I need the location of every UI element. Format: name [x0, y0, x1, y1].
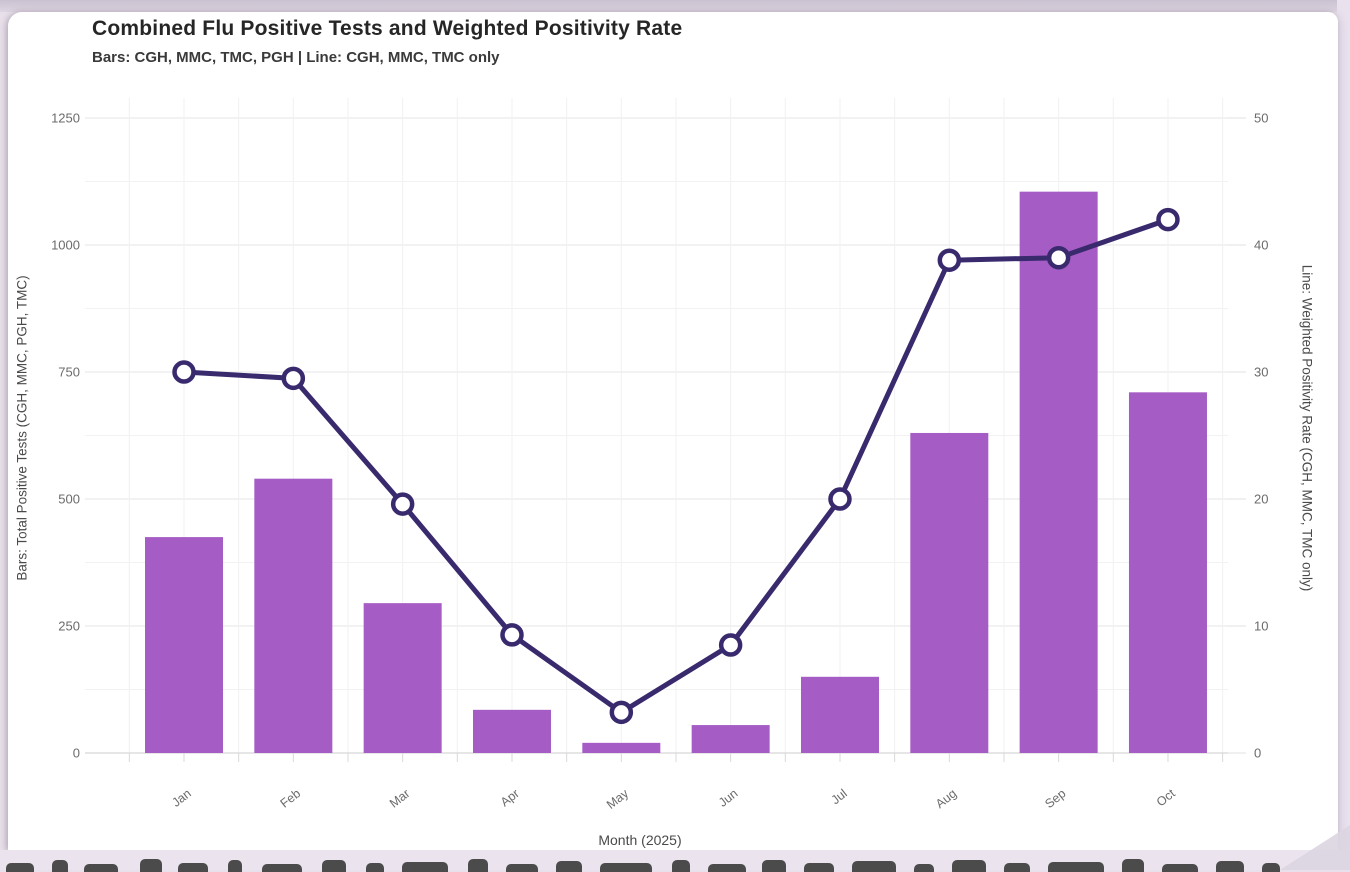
- bar-jul: [800, 676, 879, 753]
- cropped-glyph-mark: [1048, 862, 1104, 872]
- cropped-glyph-mark: [762, 860, 786, 872]
- line-marker-jun: [718, 633, 743, 657]
- x-tick-label-jul: Jul: [829, 786, 850, 807]
- x-tick-label-oct: Oct: [1154, 786, 1178, 809]
- cropped-glyph-mark: [708, 864, 746, 872]
- page-corner-fold: [1280, 825, 1350, 870]
- x-tick-label-aug: Aug: [933, 786, 959, 811]
- bar-jun: [691, 725, 770, 753]
- bar-sep: [1019, 191, 1098, 753]
- cropped-glyph-mark: [84, 864, 118, 872]
- x-tick-label-jun: Jun: [716, 786, 741, 809]
- cropped-glyph-mark: [1262, 863, 1280, 872]
- line-marker-apr: [500, 623, 524, 647]
- cropped-glyph-mark: [140, 859, 162, 872]
- cropped-glyph-mark: [52, 860, 68, 872]
- cropped-glyph-mark: [1216, 861, 1244, 872]
- line-marker-may: [609, 700, 634, 725]
- cropped-glyph-mark: [262, 864, 302, 872]
- chart-card: [8, 12, 1338, 850]
- y-tick-left-250: 250: [58, 619, 80, 634]
- line-marker-mar: [390, 492, 415, 516]
- bar-mar: [363, 603, 442, 753]
- cropped-glyph-mark: [852, 861, 896, 872]
- y-tick-left-1250: 1250: [51, 111, 80, 126]
- y-tick-right-50: 50: [1254, 111, 1268, 126]
- cropped-glyph-mark: [228, 860, 242, 872]
- x-tick-label-jan: Jan: [169, 786, 194, 809]
- line-marker-aug: [937, 248, 962, 272]
- x-tick-label-may: May: [604, 786, 632, 812]
- cropped-glyph-mark: [914, 864, 934, 872]
- cropped-glyph-mark: [322, 860, 346, 872]
- bar-may: [582, 742, 661, 753]
- y-tick-right-40: 40: [1254, 238, 1268, 253]
- cropped-glyph-mark: [952, 860, 986, 872]
- cropped-glyph-mark: [1162, 864, 1198, 872]
- x-tick-label-apr: Apr: [498, 786, 522, 809]
- x-axis-title: Month (2025): [598, 832, 682, 848]
- chart-subtitle: Bars: CGH, MMC, TMC, PGH | Line: CGH, MM…: [92, 49, 500, 66]
- chart-title: Combined Flu Positive Tests and Weighted…: [92, 17, 683, 40]
- bar-jan: [145, 537, 223, 753]
- cropped-glyph-mark: [468, 859, 488, 872]
- x-tick-label-sep: Sep: [1042, 786, 1068, 811]
- page-right-margin: [1337, 0, 1350, 870]
- line-marker-sep: [1046, 245, 1071, 270]
- cropped-glyph-mark: [600, 863, 652, 872]
- line-marker-jan: [172, 360, 196, 384]
- bar-oct: [1128, 392, 1207, 753]
- positivity-rate-line: [181, 217, 1171, 715]
- cropped-glyph-mark: [556, 861, 582, 872]
- y-tick-left-0: 0: [73, 746, 80, 761]
- y-tick-right-20: 20: [1254, 492, 1268, 507]
- cropped-glyph-mark: [6, 863, 34, 872]
- cropped-text-fragment: [0, 855, 1350, 872]
- page-top-margin: [0, 0, 1350, 12]
- y-tick-right-10: 10: [1254, 619, 1268, 634]
- x-tick-label-mar: Mar: [387, 786, 413, 810]
- y-tick-left-750: 750: [58, 365, 80, 380]
- cropped-glyph-mark: [178, 863, 208, 872]
- cropped-glyph-mark: [402, 862, 448, 872]
- bar-aug: [910, 432, 989, 753]
- line-marker-oct: [1156, 207, 1180, 232]
- x-tick-label-feb: Feb: [278, 786, 304, 810]
- line-marker-jul: [828, 487, 852, 511]
- cropped-glyph-mark: [506, 864, 538, 872]
- cropped-glyph-mark: [804, 863, 834, 872]
- line-marker-feb: [281, 366, 306, 391]
- y-tick-left-500: 500: [58, 492, 80, 507]
- cropped-glyph-mark: [1122, 859, 1144, 872]
- cropped-glyph-mark: [672, 860, 690, 872]
- cropped-glyph-mark: [1004, 863, 1030, 872]
- y-tick-left-1000: 1000: [51, 238, 80, 253]
- y-tick-right-30: 30: [1254, 365, 1268, 380]
- bar-apr: [472, 709, 551, 753]
- bar-feb: [254, 478, 333, 753]
- y-tick-right-0: 0: [1254, 746, 1261, 761]
- cropped-glyph-mark: [366, 863, 384, 872]
- document-bottom-strip: [0, 825, 1350, 872]
